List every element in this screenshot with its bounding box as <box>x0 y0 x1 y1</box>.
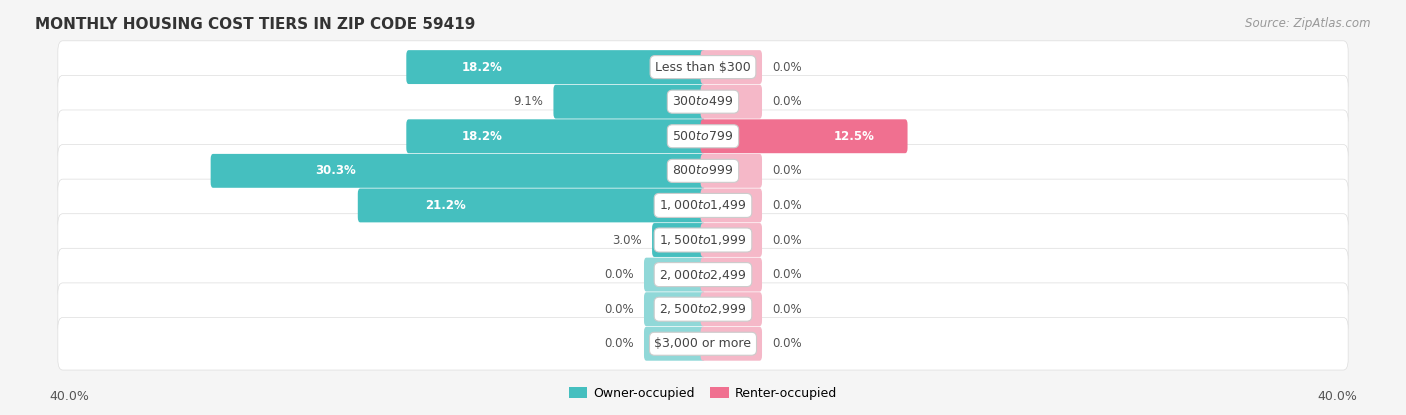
FancyBboxPatch shape <box>58 41 1348 93</box>
Text: 30.3%: 30.3% <box>315 164 356 177</box>
Text: $1,500 to $1,999: $1,500 to $1,999 <box>659 233 747 247</box>
FancyBboxPatch shape <box>652 223 706 257</box>
Text: $800 to $999: $800 to $999 <box>672 164 734 177</box>
Text: MONTHLY HOUSING COST TIERS IN ZIP CODE 59419: MONTHLY HOUSING COST TIERS IN ZIP CODE 5… <box>35 17 475 32</box>
Text: Source: ZipAtlas.com: Source: ZipAtlas.com <box>1246 17 1371 29</box>
Text: 40.0%: 40.0% <box>49 390 89 403</box>
Text: 0.0%: 0.0% <box>772 95 803 108</box>
FancyBboxPatch shape <box>58 248 1348 301</box>
Text: 3.0%: 3.0% <box>612 234 641 247</box>
Text: 0.0%: 0.0% <box>603 337 634 350</box>
FancyBboxPatch shape <box>700 85 762 119</box>
FancyBboxPatch shape <box>700 327 762 361</box>
FancyBboxPatch shape <box>58 110 1348 163</box>
Text: 12.5%: 12.5% <box>834 130 875 143</box>
FancyBboxPatch shape <box>700 258 762 291</box>
FancyBboxPatch shape <box>58 317 1348 370</box>
FancyBboxPatch shape <box>644 292 706 326</box>
FancyBboxPatch shape <box>211 154 706 188</box>
Text: 0.0%: 0.0% <box>772 199 803 212</box>
FancyBboxPatch shape <box>58 76 1348 128</box>
Text: $2,500 to $2,999: $2,500 to $2,999 <box>659 302 747 316</box>
Text: 18.2%: 18.2% <box>461 130 503 143</box>
FancyBboxPatch shape <box>700 223 762 257</box>
FancyBboxPatch shape <box>644 327 706 361</box>
Text: $300 to $499: $300 to $499 <box>672 95 734 108</box>
Text: $1,000 to $1,499: $1,000 to $1,499 <box>659 198 747 212</box>
Text: 9.1%: 9.1% <box>513 95 543 108</box>
FancyBboxPatch shape <box>406 50 706 84</box>
Legend: Owner-occupied, Renter-occupied: Owner-occupied, Renter-occupied <box>564 382 842 405</box>
Text: 0.0%: 0.0% <box>603 303 634 316</box>
FancyBboxPatch shape <box>700 120 907 153</box>
FancyBboxPatch shape <box>644 258 706 291</box>
FancyBboxPatch shape <box>700 188 762 222</box>
FancyBboxPatch shape <box>58 283 1348 335</box>
FancyBboxPatch shape <box>58 144 1348 197</box>
Text: 0.0%: 0.0% <box>772 61 803 73</box>
Text: $3,000 or more: $3,000 or more <box>655 337 751 350</box>
Text: $2,000 to $2,499: $2,000 to $2,499 <box>659 268 747 282</box>
FancyBboxPatch shape <box>700 154 762 188</box>
FancyBboxPatch shape <box>406 120 706 153</box>
FancyBboxPatch shape <box>700 50 762 84</box>
Text: 0.0%: 0.0% <box>772 164 803 177</box>
Text: 21.2%: 21.2% <box>426 199 467 212</box>
Text: $500 to $799: $500 to $799 <box>672 130 734 143</box>
FancyBboxPatch shape <box>58 179 1348 232</box>
Text: 40.0%: 40.0% <box>1317 390 1357 403</box>
FancyBboxPatch shape <box>357 188 706 222</box>
Text: 18.2%: 18.2% <box>461 61 503 73</box>
Text: 0.0%: 0.0% <box>772 303 803 316</box>
Text: 0.0%: 0.0% <box>603 268 634 281</box>
Text: Less than $300: Less than $300 <box>655 61 751 73</box>
Text: 0.0%: 0.0% <box>772 234 803 247</box>
FancyBboxPatch shape <box>554 85 706 119</box>
FancyBboxPatch shape <box>58 214 1348 266</box>
Text: 0.0%: 0.0% <box>772 268 803 281</box>
FancyBboxPatch shape <box>700 292 762 326</box>
Text: 0.0%: 0.0% <box>772 337 803 350</box>
